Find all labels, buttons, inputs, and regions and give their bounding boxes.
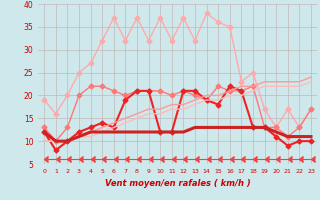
X-axis label: Vent moyen/en rafales ( km/h ): Vent moyen/en rafales ( km/h ) <box>105 179 251 188</box>
